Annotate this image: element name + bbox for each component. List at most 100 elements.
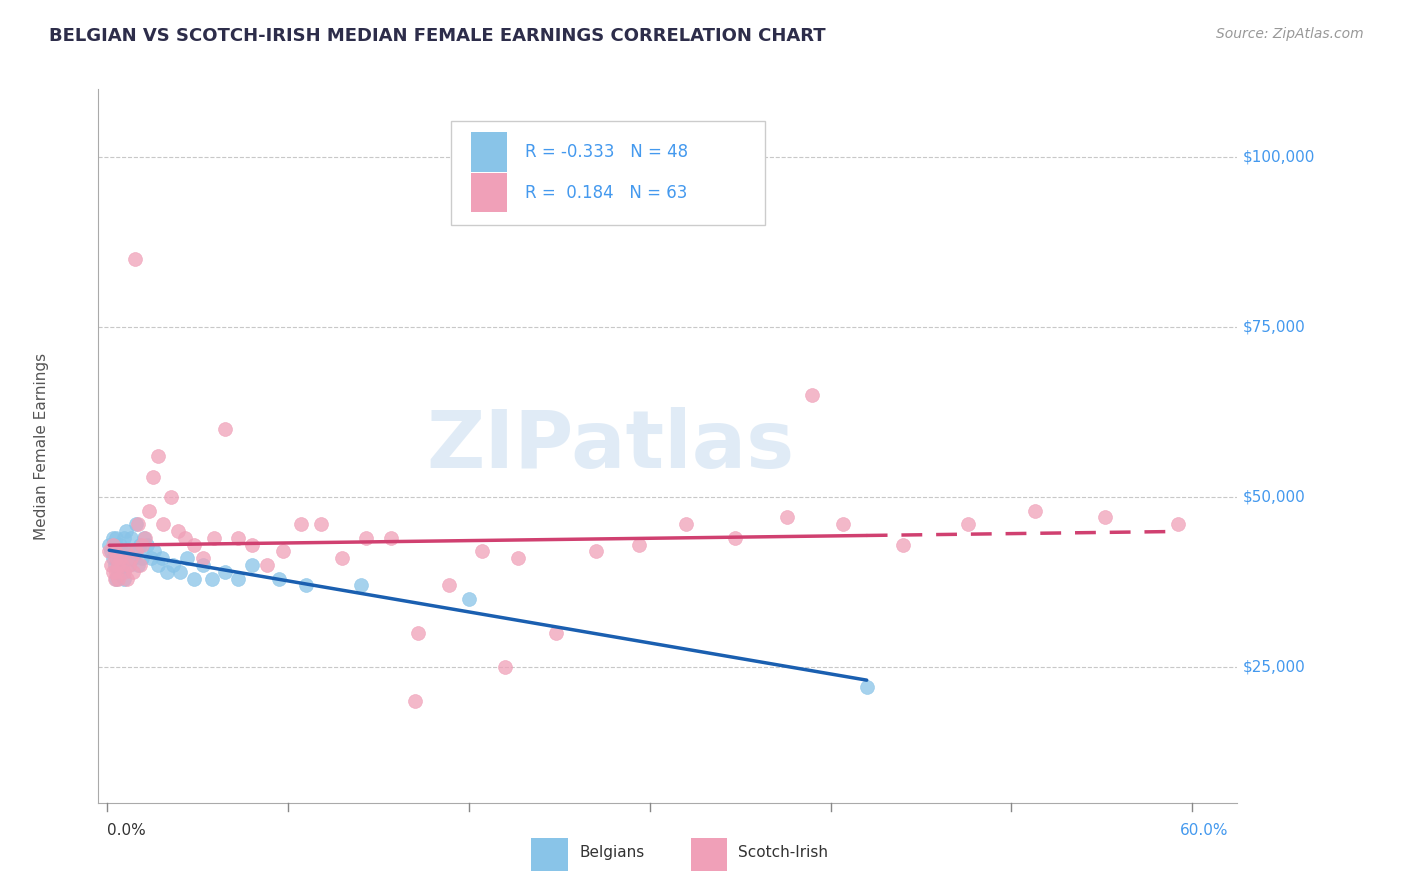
Point bbox=[118, 558, 141, 572]
Point bbox=[108, 537, 131, 551]
Point bbox=[240, 558, 263, 572]
Text: 0.0%: 0.0% bbox=[107, 823, 146, 838]
Point bbox=[240, 537, 263, 551]
Point bbox=[104, 544, 127, 558]
Point bbox=[202, 531, 225, 545]
Point bbox=[117, 544, 139, 558]
Point bbox=[183, 537, 205, 551]
Point bbox=[108, 551, 131, 566]
Point bbox=[193, 551, 215, 566]
Point bbox=[193, 558, 215, 572]
Point bbox=[120, 531, 142, 545]
Point bbox=[114, 551, 136, 566]
FancyBboxPatch shape bbox=[451, 121, 765, 225]
Point bbox=[105, 572, 128, 586]
Point bbox=[120, 551, 142, 566]
Point bbox=[111, 565, 134, 579]
FancyBboxPatch shape bbox=[471, 173, 508, 212]
Point bbox=[891, 537, 914, 551]
Point bbox=[494, 660, 516, 674]
Point bbox=[139, 551, 162, 566]
Point bbox=[855, 680, 877, 694]
Point bbox=[98, 544, 121, 558]
Point bbox=[105, 565, 128, 579]
Point bbox=[349, 578, 371, 592]
FancyBboxPatch shape bbox=[471, 132, 508, 171]
Point bbox=[404, 694, 426, 708]
Point bbox=[801, 388, 824, 402]
Point bbox=[108, 551, 131, 566]
Point bbox=[256, 558, 278, 572]
Point bbox=[295, 578, 318, 592]
Point bbox=[150, 551, 173, 566]
Point bbox=[354, 531, 377, 545]
Point bbox=[107, 544, 129, 558]
Point bbox=[1167, 517, 1189, 532]
Point bbox=[152, 517, 174, 532]
Point bbox=[214, 422, 236, 436]
Point bbox=[134, 531, 156, 545]
Point bbox=[138, 503, 160, 517]
Point bbox=[104, 537, 127, 551]
Point bbox=[107, 558, 129, 572]
Text: ZIPatlas: ZIPatlas bbox=[427, 407, 794, 485]
Point bbox=[114, 524, 136, 538]
Point bbox=[458, 591, 481, 606]
Point bbox=[271, 544, 294, 558]
Point bbox=[118, 558, 141, 572]
Point bbox=[226, 531, 249, 545]
Point bbox=[675, 517, 697, 532]
Point bbox=[776, 510, 799, 524]
Point bbox=[105, 531, 128, 545]
Point bbox=[437, 578, 460, 592]
Point bbox=[956, 517, 979, 532]
Point bbox=[131, 551, 153, 566]
Point bbox=[121, 551, 143, 566]
Point bbox=[100, 558, 122, 572]
Text: $100,000: $100,000 bbox=[1243, 150, 1315, 165]
Point bbox=[1094, 510, 1116, 524]
Point bbox=[107, 565, 129, 579]
Text: 60.0%: 60.0% bbox=[1180, 823, 1229, 838]
Point bbox=[544, 626, 567, 640]
Point bbox=[112, 565, 135, 579]
Text: Scotch-Irish: Scotch-Irish bbox=[738, 846, 828, 860]
Point bbox=[174, 531, 197, 545]
Point bbox=[226, 572, 249, 586]
Point bbox=[129, 558, 152, 572]
Point bbox=[169, 565, 191, 579]
Point bbox=[201, 572, 224, 586]
Text: R =  0.184   N = 63: R = 0.184 N = 63 bbox=[526, 184, 688, 202]
Point bbox=[105, 551, 128, 566]
Text: Source: ZipAtlas.com: Source: ZipAtlas.com bbox=[1216, 27, 1364, 41]
Point bbox=[585, 544, 607, 558]
Point bbox=[98, 537, 121, 551]
FancyBboxPatch shape bbox=[690, 838, 727, 871]
Point bbox=[159, 490, 181, 504]
Text: BELGIAN VS SCOTCH-IRISH MEDIAN FEMALE EARNINGS CORRELATION CHART: BELGIAN VS SCOTCH-IRISH MEDIAN FEMALE EA… bbox=[49, 27, 825, 45]
Point bbox=[124, 252, 146, 266]
Text: $75,000: $75,000 bbox=[1243, 319, 1305, 334]
Point bbox=[332, 551, 354, 566]
Point bbox=[101, 565, 124, 579]
Point bbox=[112, 572, 135, 586]
Point bbox=[127, 558, 149, 572]
Point bbox=[627, 537, 650, 551]
Point bbox=[1024, 503, 1046, 517]
Point bbox=[124, 544, 146, 558]
Point bbox=[146, 449, 169, 463]
Point bbox=[183, 572, 205, 586]
Point bbox=[111, 558, 134, 572]
Point bbox=[104, 558, 127, 572]
Point bbox=[125, 517, 148, 532]
Point bbox=[380, 531, 402, 545]
Point bbox=[269, 572, 291, 586]
Text: Belgians: Belgians bbox=[579, 846, 644, 860]
Point bbox=[101, 537, 124, 551]
Text: Median Female Earnings: Median Female Earnings bbox=[34, 352, 49, 540]
Point bbox=[290, 517, 312, 532]
Point bbox=[143, 544, 166, 558]
Point bbox=[101, 531, 124, 545]
Text: $50,000: $50,000 bbox=[1243, 490, 1305, 505]
Point bbox=[471, 544, 494, 558]
